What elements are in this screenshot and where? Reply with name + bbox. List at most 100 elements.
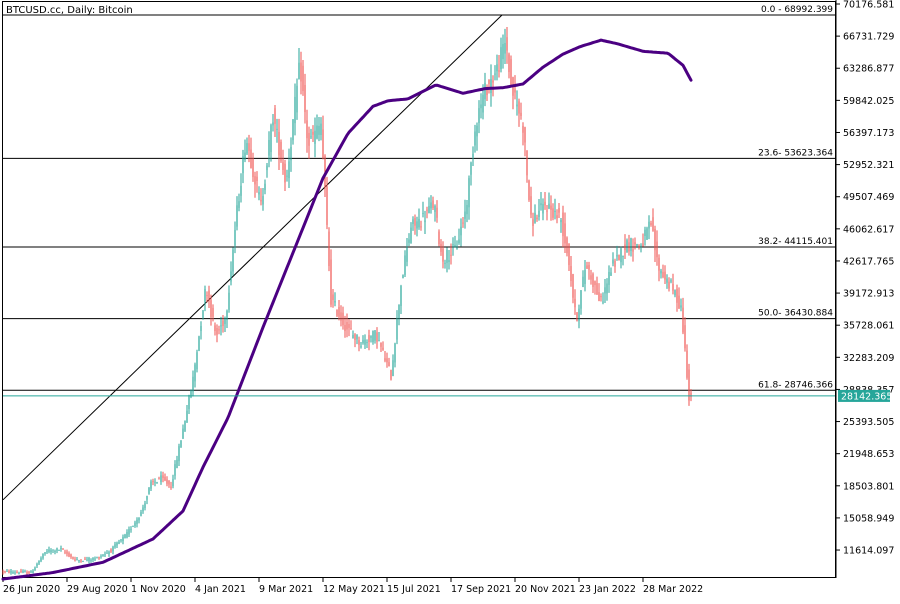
candle-body	[420, 226, 422, 228]
candle-body	[644, 229, 646, 237]
candle-body	[608, 271, 610, 285]
candle-body	[650, 223, 652, 225]
candle-body	[378, 340, 380, 342]
candle-body	[272, 122, 274, 126]
candle-body	[440, 243, 442, 252]
candle-body	[610, 272, 612, 276]
candle-body	[560, 220, 562, 223]
candle-body	[256, 176, 258, 181]
time-tick-label: 1 Nov 2020	[131, 584, 186, 595]
candle-body	[476, 125, 478, 137]
candle-body	[104, 554, 106, 556]
candle-body	[372, 331, 374, 343]
candle-body	[158, 478, 160, 480]
candle-body	[428, 205, 430, 214]
candle-body	[632, 249, 634, 252]
candle-body	[690, 392, 692, 397]
candle-body	[12, 572, 14, 574]
candle-body	[316, 125, 318, 139]
candle-body	[44, 552, 46, 554]
candle-body	[164, 476, 166, 481]
candle-body	[124, 534, 126, 539]
candle-body	[344, 324, 346, 332]
candle-body	[664, 271, 666, 280]
candle-body	[380, 342, 382, 347]
candle-body	[74, 559, 76, 561]
candle-body	[176, 459, 178, 468]
fibonacci-retracement[interactable]: 0.0 - 68992.399 23.6- 53623.364 38.2- 4411…	[3, 5, 835, 391]
candle-body	[564, 223, 566, 244]
candle-body	[150, 481, 152, 489]
price-tick-label: 63286.877	[843, 64, 894, 75]
candle-body	[278, 131, 280, 156]
candle-body	[398, 304, 400, 319]
candle-body	[50, 550, 52, 552]
candle-body	[568, 244, 570, 265]
candle-body	[554, 210, 556, 213]
candle-body	[352, 335, 354, 339]
candle-body	[408, 239, 410, 243]
candle-body	[616, 255, 618, 257]
candle-body	[474, 131, 476, 146]
candle-body	[606, 283, 608, 294]
candle-body	[160, 475, 162, 482]
candle-body	[442, 248, 444, 262]
candle-body	[32, 570, 34, 574]
candle-body	[676, 288, 678, 303]
candle-body	[10, 571, 12, 573]
candle-body	[108, 551, 110, 555]
candle-body	[312, 131, 314, 135]
candle-body	[514, 89, 516, 93]
price-tick-label: 21948.653	[843, 449, 894, 460]
candle-body	[204, 289, 206, 302]
candle-body	[640, 245, 642, 247]
candle-body	[592, 273, 594, 287]
candle-body	[498, 70, 500, 72]
candle-body	[460, 226, 462, 236]
candle-body	[572, 274, 574, 298]
candle-body	[492, 80, 494, 83]
time-axis[interactable]: 26 Jun 2020 29 Aug 2020 1 Nov 2020 4 Jan 20…	[2, 578, 703, 595]
candle-body	[2, 571, 4, 573]
candle-body	[78, 560, 80, 562]
trendline[interactable]	[2, 14, 503, 501]
candle-body	[396, 317, 398, 340]
candle-body	[248, 143, 250, 151]
candle-body	[90, 559, 92, 561]
candle-body	[674, 290, 676, 296]
candle-body	[480, 104, 482, 109]
candle-body	[642, 243, 644, 247]
candle-body	[290, 146, 292, 161]
candle-body	[388, 362, 390, 367]
candle-body	[368, 335, 370, 342]
time-tick-label: 26 Jun 2020	[3, 584, 60, 595]
candle-body	[334, 301, 336, 303]
candle-body	[280, 141, 282, 161]
time-tick-label: 17 Sep 2021	[451, 584, 511, 595]
candle-body	[602, 301, 604, 303]
candle-body	[434, 205, 436, 212]
candle-body	[288, 161, 290, 179]
candle-body	[170, 486, 172, 488]
candle-body	[490, 79, 492, 94]
candle-body	[454, 244, 456, 248]
price-tick-label: 15058.949	[843, 513, 894, 524]
candle-body	[436, 207, 438, 218]
candle-body	[58, 549, 60, 551]
price-axis[interactable]: 70176.581 66731.729 63286.877 59842.025 5639…	[836, 0, 894, 557]
candle-body	[80, 560, 82, 562]
candle-body	[284, 163, 286, 183]
candle-body	[62, 548, 64, 550]
candle-body	[112, 546, 114, 552]
candle-body	[110, 549, 112, 552]
candle-body	[40, 558, 42, 562]
candle-body	[26, 572, 28, 574]
candle-body	[306, 120, 308, 139]
candle-body	[86, 559, 88, 561]
candle-body	[232, 249, 234, 272]
candle-body	[418, 218, 420, 228]
candle-body	[310, 136, 312, 138]
candle-body	[504, 43, 506, 54]
